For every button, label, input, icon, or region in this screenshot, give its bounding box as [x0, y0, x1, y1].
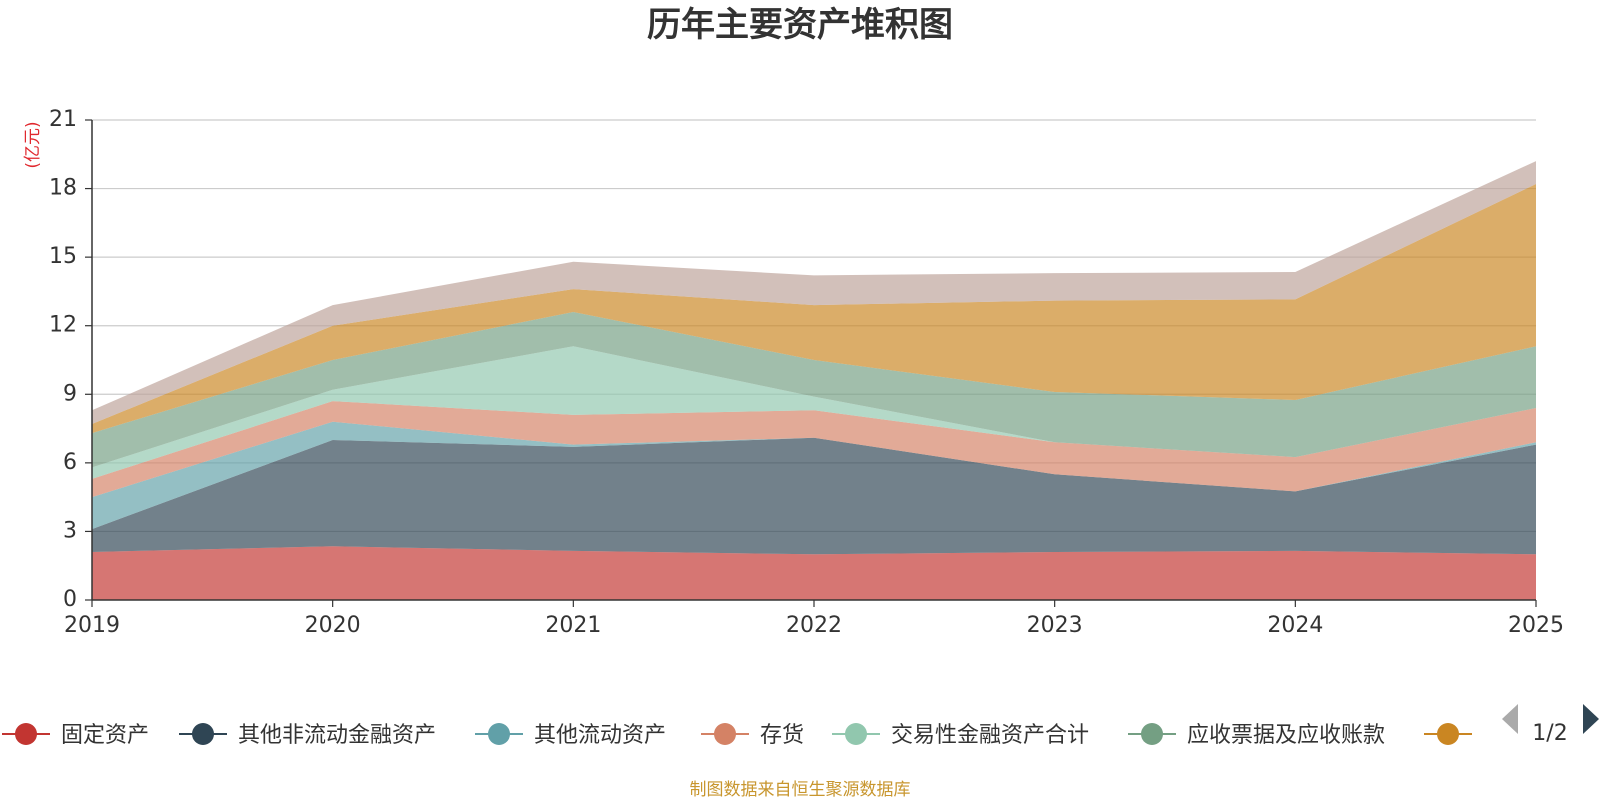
legend-pager: 1/2: [1502, 704, 1599, 746]
legend-label: 应收票据及应收账款: [1187, 723, 1385, 748]
axes: 0 3 6 9 12 15 18 21 2019 2020 2021 2022 2023 2024 2025: [49, 107, 1564, 638]
legend-next-icon[interactable]: [1583, 704, 1599, 734]
y-tick-label: 18: [49, 176, 77, 201]
legend-item-1[interactable]: 其他非流动金融资产: [179, 723, 436, 748]
legend-item-4[interactable]: 交易性金融资产合计: [832, 723, 1089, 748]
x-tick-label: 2021: [545, 613, 601, 638]
y-tick-label: 6: [63, 450, 77, 475]
y-tick-label: 0: [63, 587, 77, 612]
area-series-7: [92, 161, 1536, 424]
legend-marker-icon: [1437, 723, 1459, 745]
x-tick-label: 2020: [305, 613, 361, 638]
area-series-4: [92, 346, 1536, 479]
legend-marker-icon: [714, 723, 736, 745]
legend-marker-icon: [845, 723, 867, 745]
legend-item-2[interactable]: 其他流动资产: [475, 723, 666, 748]
area-series-3: [92, 401, 1536, 498]
y-tick-label: 12: [49, 313, 77, 338]
legend-item-3[interactable]: 存货: [701, 723, 804, 748]
legend-marker-icon: [192, 723, 214, 745]
legend-marker-icon: [1141, 723, 1163, 745]
y-tick-label: 15: [49, 244, 77, 269]
legend-item-5[interactable]: 应收票据及应收账款: [1128, 723, 1385, 748]
area-series-1: [92, 437, 1536, 555]
x-tick-label: 2022: [786, 613, 842, 638]
x-tick-label: 2019: [64, 613, 120, 638]
legend-page-indicator: 1/2: [1532, 721, 1567, 746]
legend-label: 交易性金融资产合计: [891, 723, 1089, 748]
source-note: 制图数据来自恒生聚源数据库: [690, 780, 911, 800]
area-series-5: [92, 312, 1536, 468]
legend-marker-icon: [15, 723, 37, 745]
legend-label: 其他非流动金融资产: [238, 723, 436, 748]
y-axis-label: (亿元): [23, 121, 43, 168]
y-tick-label: 21: [49, 107, 77, 132]
legend-item-0[interactable]: 固定资产: [2, 723, 149, 748]
x-tick-label: 2023: [1027, 613, 1083, 638]
legend-item-6[interactable]: [1424, 723, 1472, 745]
x-tick-label: 2025: [1508, 613, 1564, 638]
area-series-6: [92, 184, 1536, 434]
legend-label: 固定资产: [61, 723, 149, 748]
legend-prev-icon[interactable]: [1502, 704, 1518, 734]
legend-label: 其他流动资产: [534, 723, 666, 748]
chart-title: 历年主要资产堆积图: [647, 5, 953, 45]
legend-marker-icon: [488, 723, 510, 745]
y-tick-label: 3: [63, 518, 77, 543]
legend: 固定资产 其他非流动金融资产 其他流动资产 存货 交易性金融资产合计 应收票据及应收账款: [2, 723, 1472, 748]
area-series-layer: [92, 161, 1536, 600]
area-series-0: [92, 546, 1536, 600]
y-tick-label: 9: [63, 381, 77, 406]
legend-label: 存货: [760, 723, 804, 748]
x-tick-label: 2024: [1267, 613, 1323, 638]
